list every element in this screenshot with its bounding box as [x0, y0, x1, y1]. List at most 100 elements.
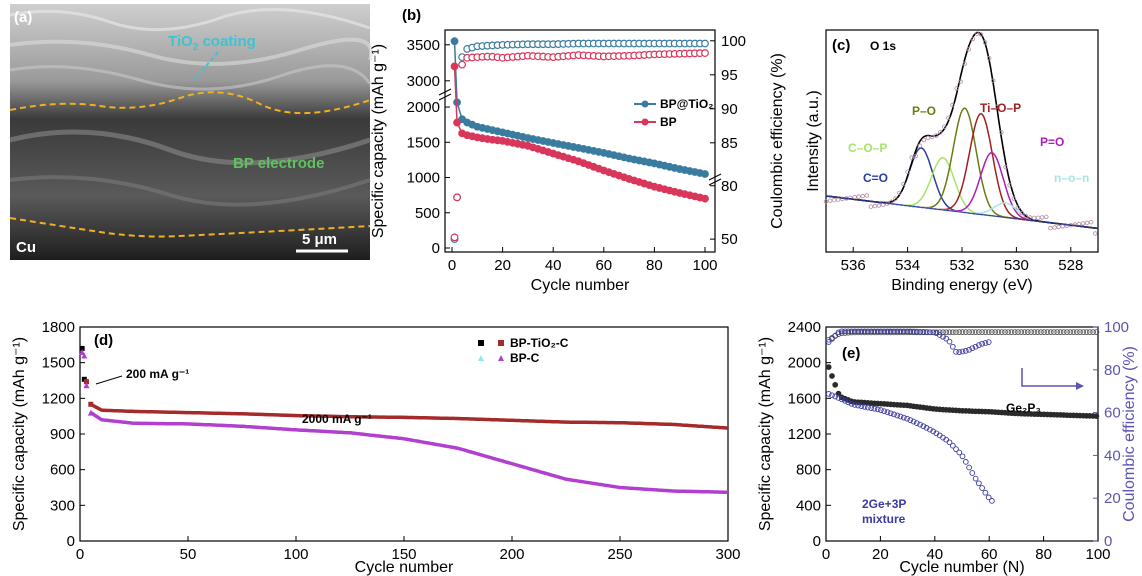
- e-capacity-point: [913, 420, 920, 426]
- panel-b-frame: [444, 29, 716, 253]
- c-raw-point: [868, 204, 874, 209]
- c-raw-point: [876, 203, 882, 208]
- e-efficiency-point: [878, 328, 884, 335]
- c-xtick-label: 528: [1058, 257, 1083, 274]
- e-efficiency-point: [956, 349, 963, 355]
- coating-label-sub: 2: [193, 42, 199, 53]
- c-raw-point: [860, 193, 865, 199]
- c-raw-point: [921, 137, 927, 143]
- e-efficiency-point: [891, 328, 897, 335]
- d-ytick-label: 600: [50, 462, 75, 479]
- sem-texture: [9, 8, 371, 32]
- label-ge2p3: Ge₂P₃: [1006, 401, 1041, 415]
- e-efficiency-point: [956, 329, 963, 335]
- e-capacity-point: [884, 409, 891, 416]
- b-xtick-label: 100: [692, 257, 717, 274]
- e-efficiency-point: [1077, 329, 1083, 335]
- panel-d-label: (d): [94, 332, 113, 349]
- e-efficiency-point: [855, 328, 861, 335]
- e-efficiency-point: [1090, 329, 1096, 335]
- e-capacity-point: [920, 423, 927, 430]
- e-capacity-point: [835, 395, 842, 401]
- c-raw-point: [1056, 224, 1061, 230]
- c-raw-point: [852, 194, 857, 200]
- e-capacity-point: [976, 480, 982, 487]
- e-capacity-point: [985, 494, 992, 501]
- e-capacity-point: [855, 402, 861, 409]
- e-efficiency-point: [949, 329, 956, 336]
- e-capacity-point: [881, 408, 888, 415]
- c-raw-point: [848, 195, 853, 200]
- b-ytick-right-label: 80: [721, 178, 738, 195]
- c-raw-point: [950, 102, 955, 108]
- e-efficiency-point: [966, 346, 972, 353]
- e-capacity-point: [829, 373, 835, 379]
- panel-b-ylabel-right: Coulombic efficiency (%): [769, 53, 786, 229]
- legend-bp-tio2-c-marker-black: [478, 340, 484, 346]
- e-efficiency-point: [1086, 329, 1093, 335]
- panel-d-frame: [79, 326, 729, 542]
- right-axis-arrowhead: [1076, 382, 1084, 390]
- panel-e-ticks: 0 20 40 60 80 1000400800120016002000240002040…: [788, 319, 1129, 563]
- d-point: [81, 352, 88, 359]
- e-efficiency-point: [825, 339, 832, 345]
- e-capacity-point: [972, 475, 979, 482]
- c-raw-point: [1039, 215, 1045, 220]
- e-ytick-left-label: 800: [796, 462, 821, 479]
- e-efficiency-point: [1060, 329, 1067, 335]
- c-raw-point: [1003, 164, 1008, 170]
- c-raw-point: [991, 78, 996, 83]
- e-capacity-point: [962, 459, 969, 465]
- e-efficiency-point: [917, 328, 923, 335]
- c-raw-point: [1052, 225, 1057, 230]
- b-xtick-label: 20: [494, 257, 511, 274]
- e-efficiency-point: [848, 328, 855, 335]
- e-efficiency-point: [982, 340, 989, 346]
- c-raw-point: [872, 203, 878, 209]
- c-raw-point: [958, 79, 963, 84]
- e-efficiency-point: [976, 342, 982, 348]
- d-xtick-label: 0: [76, 546, 84, 563]
- e-capacity-point: [907, 417, 914, 423]
- b-efficiency-point: [458, 60, 467, 69]
- coating-pointer-arrow: [193, 51, 219, 81]
- e-efficiency-point: [1051, 329, 1057, 335]
- c-raw-point: [864, 193, 869, 198]
- c-raw-point: [836, 197, 841, 202]
- e-capacity-point: [858, 403, 865, 410]
- e-capacity-point: [959, 453, 966, 460]
- c-raw-point: [1084, 220, 1090, 225]
- e-efficiency-point: [858, 328, 865, 335]
- legend-bp-label: BP: [660, 115, 677, 129]
- b-ytick-right-label: 85: [721, 135, 738, 152]
- substrate-label: Cu: [16, 239, 36, 256]
- e-xtick-label: 40: [926, 546, 943, 563]
- e-efficiency-point: [1031, 329, 1038, 335]
- c-raw-point: [832, 197, 837, 203]
- e-efficiency-point: [874, 328, 881, 335]
- b-ytick-right-label: 95: [721, 67, 738, 84]
- d-ytick-label: 900: [50, 426, 75, 443]
- d-series-curve: [89, 402, 729, 430]
- e-efficiency-point: [835, 329, 842, 336]
- e-capacity-point: [851, 402, 858, 408]
- e-efficiency-point: [989, 329, 995, 335]
- e-efficiency-point: [927, 329, 933, 336]
- b-ytick-left-label: 500: [415, 205, 440, 222]
- c-raw-point: [1023, 213, 1029, 219]
- e-efficiency-point: [900, 328, 907, 335]
- c-raw-point: [1044, 214, 1049, 219]
- e-capacity-point: [825, 391, 832, 397]
- b-series-first-drop: [453, 66, 458, 123]
- e-capacity-point: [838, 396, 845, 403]
- b-ytick-left-label: 3000: [407, 73, 440, 90]
- e-efficiency-point: [1028, 329, 1034, 335]
- e-efficiency-point: [1011, 329, 1018, 335]
- b-ytick-right-label: 50: [721, 231, 738, 248]
- e-efficiency-point: [936, 332, 943, 338]
- e-efficiency-point: [940, 333, 946, 340]
- e-efficiency-point: [985, 339, 992, 345]
- panel-d: (d) 0 50 100 150 200 250 300 0 300 600 900 1200 1500…: [11, 319, 741, 576]
- legend-bp-tio2-c-label: BP-TiO₂-C: [510, 336, 569, 350]
